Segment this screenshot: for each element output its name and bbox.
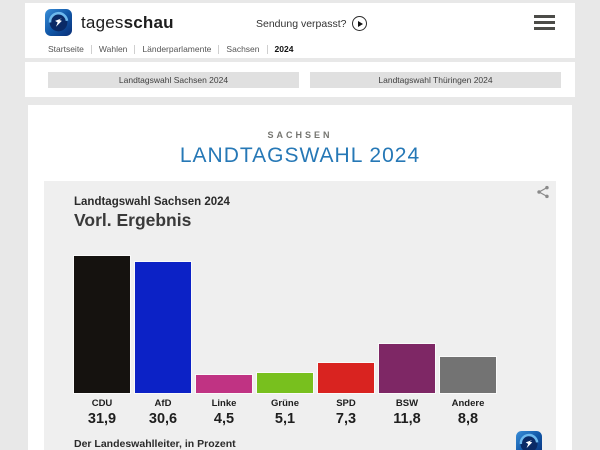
header-top-row: tagesschau Sendung verpasst? (25, 3, 575, 40)
tagesschau-logo-icon (45, 9, 72, 36)
brand-wordmark: tagesschau (81, 12, 174, 32)
breadcrumb-laenderparlamente[interactable]: Länderparlamente (142, 44, 212, 54)
bar-label: Andere (451, 398, 485, 409)
bar-label: CDU (91, 398, 113, 409)
page-title: LANDTAGSWAHL 2024 (179, 144, 421, 167)
bar-andere (439, 356, 497, 394)
bar-value: 5,1 (274, 411, 296, 427)
sendung-verpasst-label: Sendung verpasst? (256, 17, 347, 30)
menu-button[interactable] (534, 15, 555, 30)
region-kicker: SACHSEN (267, 130, 333, 140)
chart-title: Landtagswahl Sachsen 2024 (74, 196, 230, 208)
bar-value-row: 31,9 30,6 4,5 5,1 7,3 11,8 8,8 (73, 409, 556, 427)
tagesschau-watermark-icon (516, 431, 542, 450)
main-content: SACHSEN LANDTAGSWAHL 2024 Landtagswahl S… (28, 105, 572, 450)
bar-label: Grüne (271, 398, 299, 409)
bar-chart (73, 254, 556, 394)
tagesschau-home-link[interactable]: tagesschau (45, 9, 174, 36)
breadcrumb-startseite[interactable]: Startseite (48, 44, 84, 54)
bar-value: 8,8 (457, 411, 479, 427)
bar-label: BSW (395, 398, 419, 409)
site-header: tagesschau Sendung verpasst? Startseite … (25, 3, 575, 58)
tab-landtagswahl-sachsen[interactable]: Landtagswahl Sachsen 2024 (48, 71, 299, 88)
breadcrumb-sachsen[interactable]: Sachsen (226, 44, 260, 54)
bar-value: 30,6 (148, 411, 178, 427)
tab-landtagswahl-thueringen[interactable]: Landtagswahl Thüringen 2024 (310, 71, 561, 88)
bar-name-row: CDU AfD Linke Grüne SPD BSW Andere (73, 394, 556, 409)
bar-bsw (378, 343, 436, 394)
chart-subtitle: Vorl. Ergebnis (74, 210, 192, 230)
election-tabs: Landtagswahl Sachsen 2024 Landtagswahl T… (25, 62, 575, 97)
bar-linke (195, 374, 253, 394)
bar-value: 7,3 (335, 411, 357, 427)
sendung-verpasst-link[interactable]: Sendung verpasst? (256, 16, 368, 31)
bar-cdu (73, 255, 131, 394)
share-icon[interactable] (536, 185, 550, 199)
bar-value: 4,5 (213, 411, 235, 427)
breadcrumb-separator (90, 44, 92, 54)
bar-value: 11,8 (393, 411, 421, 427)
bar-label: Linke (211, 398, 237, 409)
breadcrumb-separator (266, 44, 268, 54)
play-icon[interactable] (352, 16, 368, 31)
breadcrumb-wahlen[interactable]: Wahlen (98, 44, 128, 54)
breadcrumb: Startseite Wahlen Länderparlamente Sachs… (25, 40, 575, 58)
bar-spd (317, 362, 375, 394)
chart-source: Der Landeswahlleiter, in Prozent (74, 438, 236, 450)
bar-label: AfD (154, 398, 172, 409)
bar-label: SPD (336, 398, 356, 409)
results-chart-card: Landtagswahl Sachsen 2024 Vorl. Ergebnis… (44, 181, 556, 450)
breadcrumb-2024[interactable]: 2024 (274, 44, 294, 54)
bar-value: 31,9 (87, 411, 117, 427)
bar-gruene (256, 372, 314, 394)
bar-afd (134, 261, 192, 394)
breadcrumb-separator (134, 44, 136, 54)
breadcrumb-separator (218, 44, 220, 54)
